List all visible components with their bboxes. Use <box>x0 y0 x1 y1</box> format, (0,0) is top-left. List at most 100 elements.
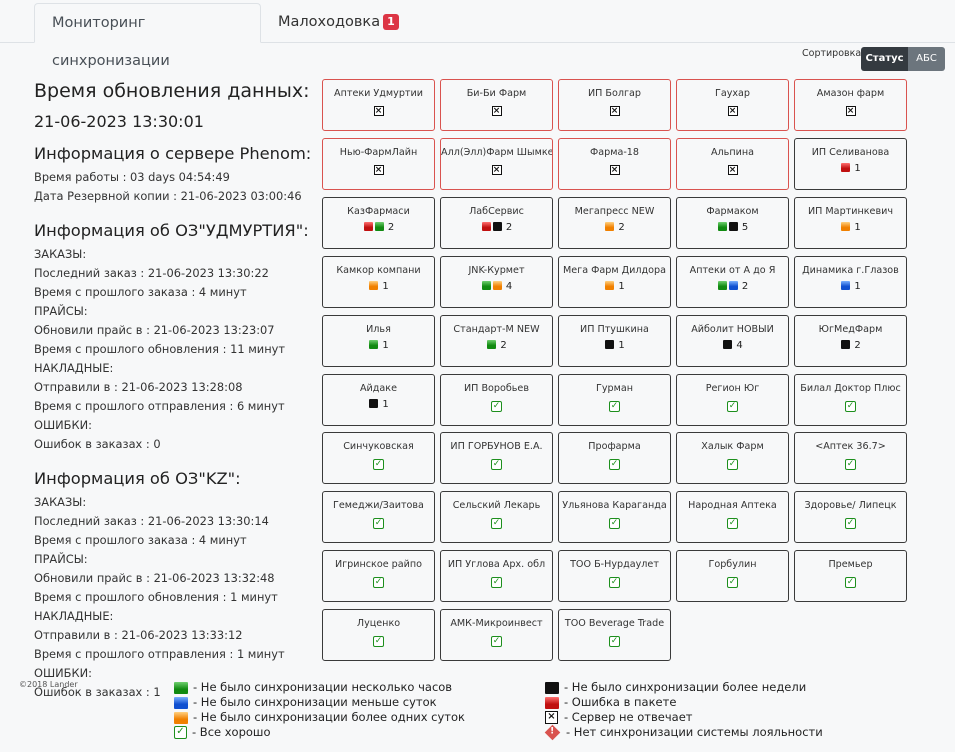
orange-status-icon <box>492 281 502 290</box>
pharmacy-card[interactable]: ТОО Б-Нурдаулет ✓ <box>558 550 671 602</box>
legend-text: - Не было синхронизации меньше суток <box>193 695 437 709</box>
pharmacy-card[interactable]: ИП Птушкина 1 <box>558 315 671 367</box>
pharmacy-card[interactable]: ИП Воробьев ✓ <box>440 374 553 426</box>
pharmacy-card[interactable]: Динамика г.Глазов 1 <box>794 256 907 308</box>
pharmacy-card[interactable]: Гурман ✓ <box>558 374 671 426</box>
pharmacy-card[interactable]: Сельский Лекарь ✓ <box>440 491 553 543</box>
legend-item: × - Сервер не отвечает <box>545 710 823 725</box>
check-ok-icon: ✓ <box>609 459 620 470</box>
pharmacy-card[interactable]: Синчуковская ✓ <box>322 432 435 484</box>
oz-udmurtia-line: ЗАКАЗЫ: <box>34 247 87 261</box>
pharmacy-status: ✓ <box>441 457 552 470</box>
red-status-icon <box>363 222 373 231</box>
pharmacy-status: 2 <box>795 340 906 352</box>
pharmacy-card[interactable]: Премьер ✓ <box>794 550 907 602</box>
legend-item: ✓ - Все хорошо <box>174 725 465 740</box>
pharmacy-name: Стандарт-М NEW <box>453 324 540 335</box>
pharmacy-card[interactable]: Альпина × <box>676 138 789 190</box>
pharmacy-card[interactable]: ЮгМедФарм 2 <box>794 315 907 367</box>
pharmacy-card[interactable]: Мегапресс NEW 2 <box>558 197 671 249</box>
pharmacy-name: Премьер <box>828 559 873 570</box>
pharmacy-card[interactable]: АМК-Микроинвест ✓ <box>440 609 553 661</box>
pharmacy-status: ✓ <box>323 575 434 588</box>
pharmacy-card[interactable]: ИП Селиванова 1 <box>794 138 907 190</box>
pharmacy-card[interactable]: Би-Би Фарм × <box>440 79 553 131</box>
orange-status-icon <box>841 222 851 231</box>
green-status-icon <box>487 340 497 349</box>
pharmacy-card[interactable]: Айболит НОВЫЙ 4 <box>676 315 789 367</box>
pharmacy-card[interactable]: КазФармаси 2 <box>322 197 435 249</box>
pharmacy-card[interactable]: Народная Аптека ✓ <box>676 491 789 543</box>
pharmacy-name: Мега Фарм Дилдора <box>563 265 666 276</box>
pharmacy-status: 4 <box>677 340 788 352</box>
green-status-icon <box>717 222 727 231</box>
pharmacy-card[interactable]: Игринское райпо ✓ <box>322 550 435 602</box>
pharmacy-name: Гурман <box>595 383 633 394</box>
pharmacy-card[interactable]: Алл(Элл)Фарм Шымкент × <box>440 138 553 190</box>
legend-text: - Не было синхронизации несколько часов <box>193 680 453 694</box>
pharmacy-card[interactable]: ТОО Beverage Trade ✓ <box>558 609 671 661</box>
pharmacy-card[interactable]: ИП Болгар × <box>558 79 671 131</box>
pharmacy-card[interactable]: Аптеки Удмуртии × <box>322 79 435 131</box>
legend-text: - Сервер не отвечает <box>564 710 693 724</box>
sort-abc-button[interactable]: АБС <box>908 47 945 71</box>
pharmacy-card[interactable]: Билал Доктор Плюс ✓ <box>794 374 907 426</box>
pharmacy-card[interactable]: Регион Юг ✓ <box>676 374 789 426</box>
server-not-responding-icon: × <box>491 106 502 116</box>
pharmacy-card[interactable]: ЛабСервис 2 <box>440 197 553 249</box>
oz-udmurtia-line: ОШИБКИ: <box>34 418 92 432</box>
pharmacy-card[interactable]: Профарма ✓ <box>558 432 671 484</box>
pharmacy-name: Профарма <box>588 441 641 452</box>
status-count: 5 <box>741 222 749 233</box>
pharmacy-status: ✓ <box>323 516 434 529</box>
pharmacy-card[interactable]: Аптеки от А до Я 2 <box>676 256 789 308</box>
pharmacy-card[interactable]: <Аптек 36.7> ✓ <box>794 432 907 484</box>
pharmacy-card[interactable]: JNK-Курмет 4 <box>440 256 553 308</box>
pharmacy-card[interactable]: Фарма-18 × <box>558 138 671 190</box>
pharmacy-card[interactable]: Здоровье/ Липецк ✓ <box>794 491 907 543</box>
oz-kz-line: Время с прошлого заказа : 4 минут <box>34 533 247 547</box>
sort-status-button[interactable]: Статус <box>861 47 908 71</box>
pharmacy-name: Камкор компани <box>336 265 421 276</box>
pharmacy-name: Игринское райпо <box>334 559 423 570</box>
red-status-icon <box>545 696 559 709</box>
pharmacy-card[interactable]: Айдаке 1 <box>322 374 435 426</box>
red-status-icon <box>841 163 851 172</box>
pharmacy-card[interactable]: Халык Фарм ✓ <box>676 432 789 484</box>
pharmacy-card[interactable]: Гемеджи/Заитова ✓ <box>322 491 435 543</box>
pharmacy-name: Горбулин <box>708 559 757 570</box>
pharmacy-card[interactable]: Нью-ФармЛайн × <box>322 138 435 190</box>
pharmacy-status: ✓ <box>441 575 552 588</box>
pharmacy-card[interactable]: ИП Углова Арх. обл ✓ <box>440 550 553 602</box>
pharmacy-card[interactable]: Мега Фарм Дилдора 1 <box>558 256 671 308</box>
pharmacy-name: АМК-Микроинвест <box>450 618 543 629</box>
pharmacy-status: ✓ <box>677 575 788 588</box>
pharmacy-card[interactable]: Стандарт-М NEW 2 <box>440 315 553 367</box>
pharmacy-status: 1 <box>323 399 434 411</box>
oz-udmurtia-line: Отправили в : 21-06-2023 13:28:08 <box>34 380 243 394</box>
pharmacy-card[interactable]: Гаухар × <box>676 79 789 131</box>
tab-slow-moving[interactable]: Малоходовка 1 <box>261 3 416 43</box>
pharmacy-status: ✓ <box>795 457 906 470</box>
status-count: 1 <box>854 163 861 174</box>
pharmacy-name: ЛабСервис <box>469 206 524 217</box>
pharmacy-card[interactable]: Камкор компани 1 <box>322 256 435 308</box>
pharmacy-name: Сельский Лекарь <box>452 500 541 511</box>
pharmacy-card[interactable]: ИП Мартинкевич 1 <box>794 197 907 249</box>
pharmacy-name: ИП Мартинкевич <box>807 206 894 217</box>
pharmacy-card[interactable]: ИП ГОРБУНОВ Е.А. ✓ <box>440 432 553 484</box>
pharmacy-card[interactable]: Горбулин ✓ <box>676 550 789 602</box>
tab-sync-monitoring[interactable]: Мониторинг синхронизации <box>34 3 261 69</box>
pharmacy-name: ТОО Beverage Trade <box>564 618 665 629</box>
pharmacy-name: Ульянова Караганда <box>562 500 667 511</box>
pharmacy-name: Айболит НОВЫЙ <box>691 324 774 335</box>
pharmacy-card[interactable]: Фармаком 5 <box>676 197 789 249</box>
pharmacy-card[interactable]: Луценко ✓ <box>322 609 435 661</box>
pharmacy-card[interactable]: Илья 1 <box>322 315 435 367</box>
pharmacy-card[interactable]: Ульянова Караганда ✓ <box>558 491 671 543</box>
pharmacy-name: Аптеки от А до Я <box>689 265 776 276</box>
legend-column-1: - Не было синхронизации несколько часов -… <box>174 680 465 740</box>
status-count: 1 <box>854 222 861 233</box>
oz-kz-line: Обновили прайс в : 21-06-2023 13:32:48 <box>34 571 275 585</box>
pharmacy-card[interactable]: Амазон фарм × <box>794 79 907 131</box>
